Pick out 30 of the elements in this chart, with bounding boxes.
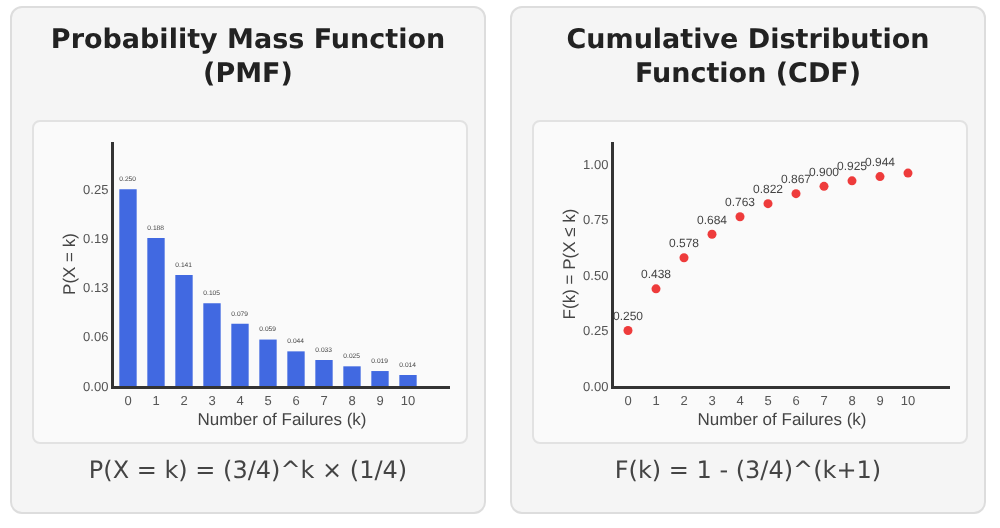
point — [903, 168, 913, 178]
bar — [175, 275, 193, 386]
x-axis-title: Number of Failures (k) — [697, 408, 867, 429]
chart-title: Probability Mass Function (PMF) — [48, 24, 448, 92]
text: F(k) = 1 - (3/4)^(k+1) — [612, 456, 884, 484]
point — [819, 181, 829, 191]
point — [763, 199, 773, 209]
y-axis-title: F(k) = P(X ≤ k) — [558, 208, 579, 320]
bar — [399, 374, 417, 386]
point — [679, 253, 689, 263]
point — [875, 172, 885, 182]
point — [651, 284, 661, 294]
text: P(X = k) = (3/4)^k × (1/4) — [86, 456, 410, 484]
y-axis-title: P(X = k) — [58, 232, 79, 295]
bar — [203, 303, 221, 386]
bar — [371, 371, 389, 386]
x-axis-title: Number of Failures (k) — [197, 408, 367, 429]
chart-title: Cumulative Distribution Function (CDF) — [564, 24, 932, 92]
point — [735, 212, 745, 222]
bar — [287, 351, 305, 386]
bar — [119, 189, 137, 386]
bar — [343, 366, 361, 386]
bar — [259, 339, 277, 386]
point — [707, 229, 717, 239]
point — [847, 176, 857, 186]
point — [791, 189, 801, 199]
point — [623, 326, 633, 336]
bar — [231, 323, 249, 386]
bar — [147, 238, 165, 386]
bar — [315, 360, 333, 386]
